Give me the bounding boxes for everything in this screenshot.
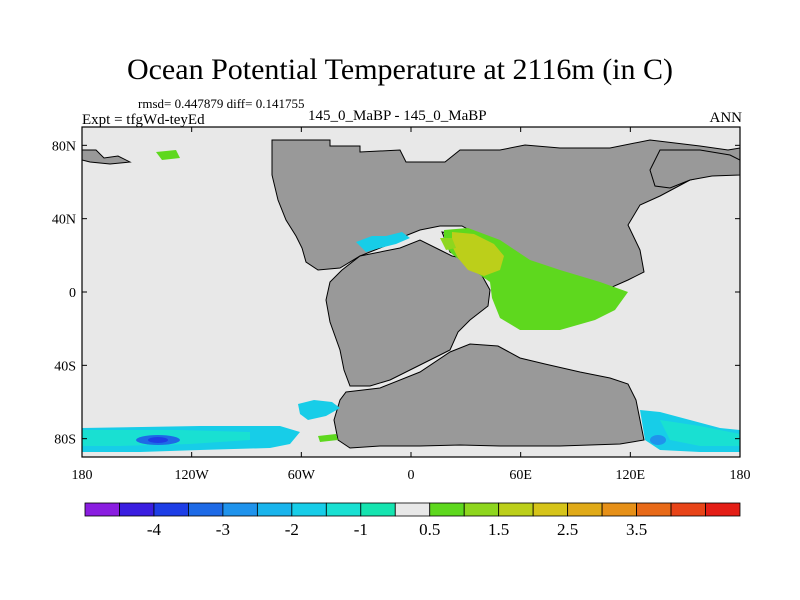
colorbar-swatch	[325, 502, 362, 517]
colorbar-swatch	[84, 502, 120, 517]
x-tick-label: 180	[72, 468, 93, 483]
experiment-label: Expt = tfgWd-teyEd	[82, 112, 205, 128]
anomaly-southeast-blue	[650, 435, 666, 445]
colorbar-swatch	[222, 502, 258, 517]
y-tick-label: 0	[69, 286, 76, 301]
case-comparison-label: 145_0_MaBP - 145_0_MaBP	[308, 108, 487, 124]
x-tick-label: 0	[408, 468, 415, 483]
anomaly-green-small-south	[318, 434, 338, 442]
anomaly-teal-south-west	[298, 400, 340, 420]
y-tick-label: 40S	[54, 359, 76, 374]
colorbar-label: -4	[147, 520, 162, 539]
colorbar-label: 3.5	[626, 520, 647, 539]
anomaly-tethys-yellow	[452, 232, 504, 276]
land-layer	[82, 139, 740, 449]
y-tick-label: 40N	[52, 213, 76, 228]
colorbar-label: -1	[354, 520, 368, 539]
x-axis: 180 120W 60W 0 60E 120E 180	[72, 127, 751, 483]
land-south-america	[325, 239, 491, 387]
colorbar-swatch	[291, 502, 327, 517]
colorbar-swatch	[567, 502, 603, 517]
x-tick-label: 60W	[288, 468, 316, 483]
colorbar-swatch	[670, 502, 706, 517]
anomaly-arctic-green	[156, 150, 180, 160]
y-tick-label: 80S	[54, 433, 76, 448]
colorbar-label: -3	[216, 520, 230, 539]
colorbar-label: -2	[285, 520, 299, 539]
colorbar-swatch	[498, 502, 534, 517]
colorbar-swatch	[119, 502, 155, 517]
colorbar-swatch	[256, 502, 293, 517]
colorbar-swatch	[463, 502, 500, 517]
x-tick-label: 180	[730, 468, 751, 483]
chart-title: Ocean Potential Temperature at 2116m (in…	[126, 53, 674, 86]
x-tick-label: 120W	[175, 468, 210, 483]
y-tick-label: 80N	[52, 139, 76, 154]
colorbar-label: 1.5	[488, 520, 509, 539]
colorbar-swatch	[705, 502, 741, 517]
land-antarctica	[333, 343, 645, 449]
colorbar-swatch	[532, 502, 569, 517]
colorbar-swatch	[394, 502, 431, 517]
x-tick-label: 60E	[509, 468, 532, 483]
land-north-america	[271, 139, 740, 289]
colorbar-swatch	[360, 502, 396, 517]
y-axis: 80N 40N 0 40S 80S	[52, 139, 740, 448]
colorbar-swatch	[153, 502, 189, 517]
anomaly-southern-ocean-darkblue	[148, 437, 168, 443]
colorbar-swatch	[601, 502, 637, 517]
colorbar-swatch	[429, 502, 465, 517]
land-east-asia-coast	[649, 149, 740, 189]
colorbar-label: 0.5	[419, 520, 440, 539]
colorbar-swatch	[636, 502, 672, 517]
anomaly-layer	[82, 150, 740, 452]
anomaly-southeast-teal	[660, 420, 740, 446]
land-arctic-west	[82, 149, 132, 165]
anomaly-tethys-lightgreen	[440, 238, 456, 250]
colorbar-label: 2.5	[557, 520, 578, 539]
season-label: ANN	[709, 110, 743, 126]
anomaly-teal-north	[356, 232, 410, 252]
rmsd-diff-stats: rmsd= 0.447879 diff= 0.141755	[138, 96, 305, 111]
colorbar-swatch	[188, 502, 224, 517]
x-tick-label: 120E	[616, 468, 646, 483]
colorbar: -4 -3 -2 -1 0.5 1.5 2.5 3.5	[84, 502, 741, 539]
